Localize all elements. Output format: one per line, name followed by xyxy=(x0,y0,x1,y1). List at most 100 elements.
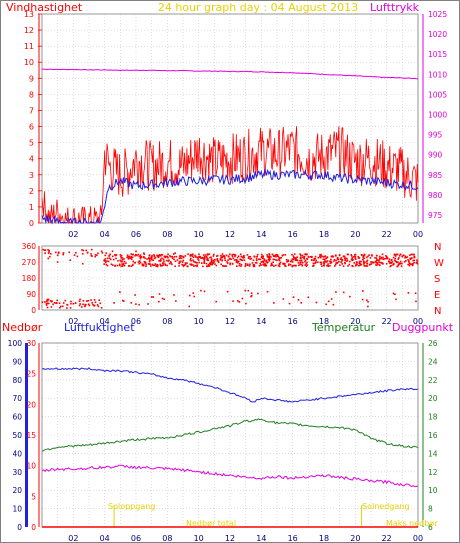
rain-tick-label: 50 xyxy=(12,431,22,440)
direction-point xyxy=(223,265,225,267)
direction-point xyxy=(190,254,193,256)
humidity-tick-label: 5 xyxy=(31,492,36,501)
direction-point xyxy=(307,255,310,258)
direction-point xyxy=(249,258,251,260)
direction-point xyxy=(87,299,90,302)
direction-point xyxy=(337,256,339,259)
direction-point xyxy=(340,257,343,259)
direction-point xyxy=(270,264,272,267)
direction-point xyxy=(150,265,152,267)
direction-point xyxy=(320,263,322,266)
direction-point xyxy=(388,258,391,260)
direction-point xyxy=(402,254,405,257)
direction-point xyxy=(250,295,252,298)
direction-point xyxy=(193,260,195,263)
direction-point xyxy=(278,263,281,265)
direction-point xyxy=(415,300,417,303)
direction-point xyxy=(206,265,208,268)
direction-point xyxy=(136,254,138,257)
direction-point xyxy=(168,259,170,262)
left-tick-label: 10 xyxy=(24,58,34,67)
direction-point xyxy=(103,263,105,265)
compass-label: E xyxy=(434,290,440,301)
direction-point xyxy=(401,262,403,265)
direction-point xyxy=(182,259,185,262)
direction-point xyxy=(323,264,325,267)
direction-point xyxy=(337,261,340,263)
direction-point xyxy=(129,257,131,259)
x-tick-label: 10 xyxy=(194,230,204,239)
direction-point xyxy=(121,258,124,261)
direction-point xyxy=(130,265,133,267)
right-tick-label: 980 xyxy=(428,191,443,200)
direction-point xyxy=(144,261,146,264)
direction-point xyxy=(313,259,315,262)
direction-point xyxy=(249,256,252,258)
direction-point xyxy=(240,265,242,267)
direction-point xyxy=(205,254,207,256)
direction-point xyxy=(341,258,344,261)
direction-point xyxy=(271,264,274,267)
direction-point xyxy=(87,303,90,306)
direction-point xyxy=(355,263,357,265)
plot-frame xyxy=(41,245,419,311)
x-tick-label: 10 xyxy=(194,317,204,326)
compass-label: N xyxy=(434,242,441,253)
direction-point xyxy=(215,300,217,303)
direction-point xyxy=(293,257,296,259)
direction-point xyxy=(146,258,148,260)
direction-point xyxy=(198,253,200,256)
direction-point xyxy=(119,254,122,256)
direction-point xyxy=(232,253,235,256)
direction-point xyxy=(262,261,265,264)
direction-point xyxy=(48,249,50,252)
direction-point xyxy=(365,256,368,259)
direction-point xyxy=(346,260,348,262)
direction-point xyxy=(371,261,373,264)
direction-point xyxy=(244,265,247,268)
direction-point xyxy=(197,258,199,260)
direction-point xyxy=(235,258,237,261)
rain-axis-bar xyxy=(25,343,28,527)
direction-point xyxy=(148,259,151,262)
direction-point xyxy=(403,260,406,263)
direction-point xyxy=(237,261,239,263)
direction-point xyxy=(314,257,316,260)
direction-point xyxy=(413,256,416,259)
direction-point xyxy=(304,259,307,262)
direction-point xyxy=(112,258,115,261)
direction-point xyxy=(143,253,146,256)
direction-point xyxy=(122,263,125,266)
direction-point xyxy=(288,302,291,305)
direction-point xyxy=(244,264,247,267)
left-tick-label: 11 xyxy=(24,42,34,51)
direction-point xyxy=(273,255,275,258)
direction-point xyxy=(236,256,239,259)
direction-point xyxy=(325,261,328,263)
direction-point xyxy=(121,265,124,267)
direction-point xyxy=(90,254,93,257)
direction-point xyxy=(266,254,268,256)
temperature-tick-label: 22 xyxy=(428,376,438,385)
direction-point xyxy=(118,263,121,266)
direction-point xyxy=(138,303,140,306)
direction-point xyxy=(405,260,407,262)
direction-point xyxy=(106,260,108,262)
direction-point xyxy=(223,255,226,258)
direction-point xyxy=(179,254,181,257)
direction-point xyxy=(209,256,211,259)
direction-point xyxy=(119,264,121,267)
direction-point xyxy=(193,265,195,268)
temperature-tick-label: 12 xyxy=(428,468,438,477)
direction-point xyxy=(244,289,246,292)
direction-point xyxy=(221,259,223,262)
direction-point xyxy=(221,256,224,259)
direction-point xyxy=(212,255,215,257)
direction-point xyxy=(239,258,242,261)
direction-point xyxy=(293,253,296,255)
pressure-line xyxy=(42,68,419,80)
left-tick-label: 4 xyxy=(29,155,34,164)
direction-point xyxy=(305,253,307,256)
direction-point xyxy=(300,254,302,257)
direction-point xyxy=(237,260,240,263)
